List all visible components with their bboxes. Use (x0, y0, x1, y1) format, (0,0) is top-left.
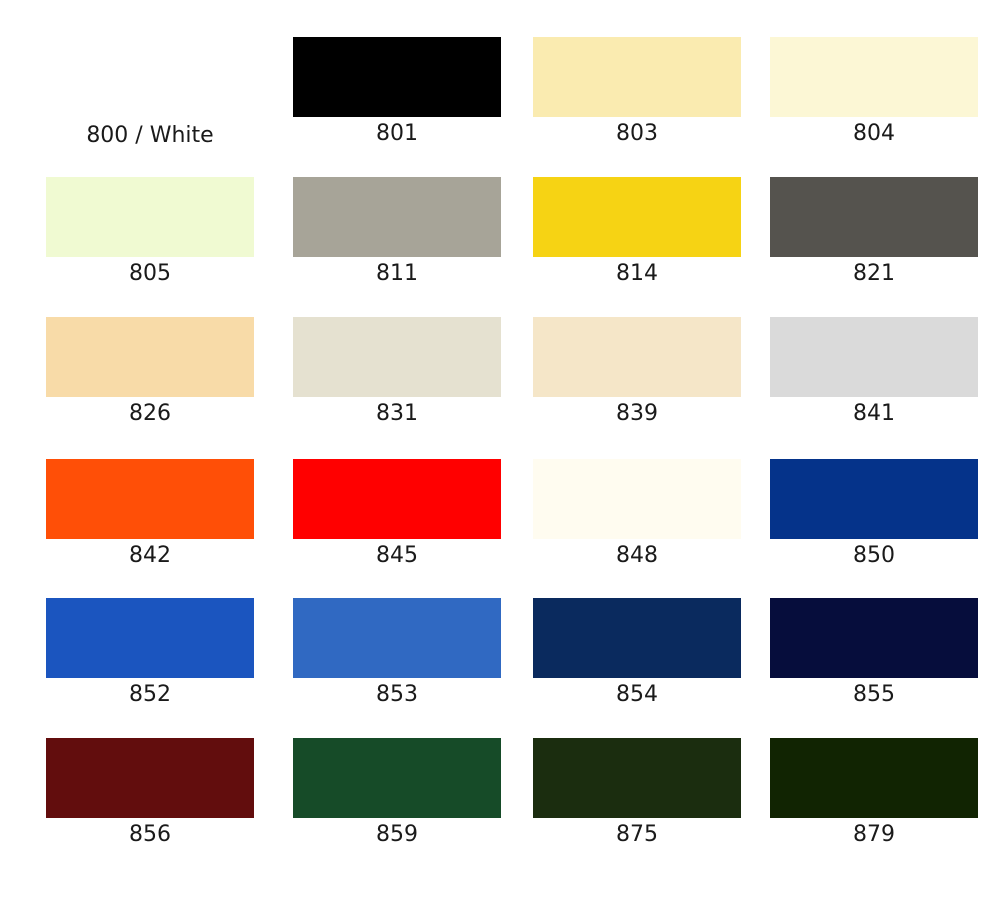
color-swatch (46, 37, 254, 117)
color-swatch (293, 459, 501, 539)
color-swatch (770, 598, 978, 678)
swatch-item: 853 (293, 598, 503, 728)
color-swatch (533, 37, 741, 117)
color-swatch (770, 37, 978, 117)
swatch-code-label: 845 (376, 543, 418, 568)
color-swatch (293, 177, 501, 257)
color-swatch (770, 459, 978, 539)
swatch-code-label: 848 (616, 543, 658, 568)
swatch-item: 845 (293, 459, 503, 589)
swatch-item: 854 (533, 598, 743, 728)
swatch-code-label: 839 (616, 401, 658, 426)
swatch-item: 831 (293, 317, 503, 447)
swatch-item: 804 (770, 37, 980, 167)
swatch-code-label: 852 (129, 682, 171, 707)
swatch-code-label: 841 (853, 401, 895, 426)
color-swatch (533, 177, 741, 257)
swatch-item: 841 (770, 317, 980, 447)
swatch-code-label: 831 (376, 401, 418, 426)
color-swatch (293, 738, 501, 818)
swatch-code-label: 804 (853, 121, 895, 146)
swatch-item: 850 (770, 459, 980, 589)
swatch-code-label: 855 (853, 682, 895, 707)
swatch-code-label: 821 (853, 261, 895, 286)
swatch-item: 859 (293, 738, 503, 868)
swatch-item: 811 (293, 177, 503, 307)
swatch-item: 801 (293, 37, 503, 167)
color-swatch (770, 317, 978, 397)
swatch-item: 856 (46, 738, 256, 868)
swatch-code-label: 805 (129, 261, 171, 286)
swatch-code-label: 854 (616, 682, 658, 707)
swatch-code-label: 826 (129, 401, 171, 426)
swatch-code-label: 850 (853, 543, 895, 568)
swatch-code-label: 803 (616, 121, 658, 146)
swatch-item: 848 (533, 459, 743, 589)
swatch-code-label: 875 (616, 822, 658, 847)
swatch-item: 821 (770, 177, 980, 307)
swatch-item: 803 (533, 37, 743, 167)
color-swatch (293, 37, 501, 117)
swatch-item: 800 / White (46, 37, 256, 167)
swatch-item: 875 (533, 738, 743, 868)
color-swatch (46, 459, 254, 539)
color-swatch (293, 598, 501, 678)
swatch-item: 852 (46, 598, 256, 728)
swatch-code-label: 853 (376, 682, 418, 707)
color-swatch (770, 738, 978, 818)
color-swatch (533, 598, 741, 678)
swatch-code-label: 800 / White (86, 123, 214, 148)
swatch-item: 842 (46, 459, 256, 589)
color-swatch (46, 317, 254, 397)
color-swatch (46, 598, 254, 678)
color-swatch (533, 317, 741, 397)
color-swatch (293, 317, 501, 397)
swatch-code-label: 856 (129, 822, 171, 847)
swatch-code-label: 801 (376, 121, 418, 146)
swatch-code-label: 859 (376, 822, 418, 847)
swatch-item: 826 (46, 317, 256, 447)
color-swatch (46, 177, 254, 257)
swatch-item: 855 (770, 598, 980, 728)
swatch-item: 805 (46, 177, 256, 307)
swatch-code-label: 842 (129, 543, 171, 568)
color-swatch (533, 459, 741, 539)
color-swatch (533, 738, 741, 818)
color-swatch (46, 738, 254, 818)
color-swatch (770, 177, 978, 257)
swatch-item: 814 (533, 177, 743, 307)
swatch-code-label: 879 (853, 822, 895, 847)
swatch-code-label: 814 (616, 261, 658, 286)
swatch-code-label: 811 (376, 261, 418, 286)
swatch-item: 879 (770, 738, 980, 868)
swatch-item: 839 (533, 317, 743, 447)
